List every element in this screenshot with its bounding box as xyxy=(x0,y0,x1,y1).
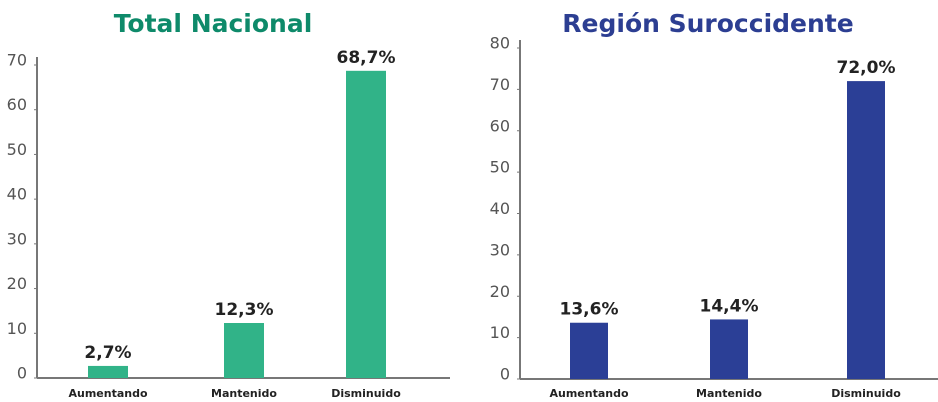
x-tick-label: Aumentando xyxy=(68,387,147,400)
value-label: 2,7% xyxy=(84,343,131,363)
bar xyxy=(570,322,608,379)
y-tick-label: 60 xyxy=(7,95,27,114)
value-label: 68,7% xyxy=(337,48,396,68)
y-tick-label: 20 xyxy=(7,274,27,293)
chart-title: Total Nacional xyxy=(114,9,313,38)
y-tick-label: 70 xyxy=(490,75,510,94)
value-label: 13,6% xyxy=(560,300,619,320)
y-tick-label: 30 xyxy=(490,240,510,259)
y-tick-label: 40 xyxy=(7,185,27,204)
bar xyxy=(847,81,885,379)
x-tick-label: Disminuido xyxy=(831,387,901,400)
bar xyxy=(346,70,386,378)
x-tick-label: Disminuido xyxy=(331,387,401,400)
value-label: 14,4% xyxy=(700,296,759,316)
chart-title: Región Suroccidente xyxy=(562,9,853,38)
y-tick-label: 80 xyxy=(490,34,510,53)
y-tick-label: 30 xyxy=(7,229,27,248)
y-tick-label: 10 xyxy=(490,323,510,342)
x-tick-label: Aumentando xyxy=(549,387,628,400)
y-tick-label: 50 xyxy=(7,140,27,159)
value-label: 12,3% xyxy=(215,300,274,320)
y-tick-label: 70 xyxy=(7,51,27,70)
y-tick-label: 0 xyxy=(500,365,510,384)
x-tick-label: Mantenido xyxy=(211,387,277,400)
y-tick-label: 20 xyxy=(490,282,510,301)
bar xyxy=(224,323,264,378)
x-tick-label: Mantenido xyxy=(696,387,762,400)
bar xyxy=(710,319,748,379)
y-tick-label: 10 xyxy=(7,319,27,338)
y-tick-label: 0 xyxy=(17,364,27,383)
value-label: 72,0% xyxy=(837,58,896,78)
bar xyxy=(88,365,128,378)
y-tick-label: 50 xyxy=(490,158,510,177)
y-tick-label: 60 xyxy=(490,116,510,135)
y-tick-label: 40 xyxy=(490,199,510,218)
